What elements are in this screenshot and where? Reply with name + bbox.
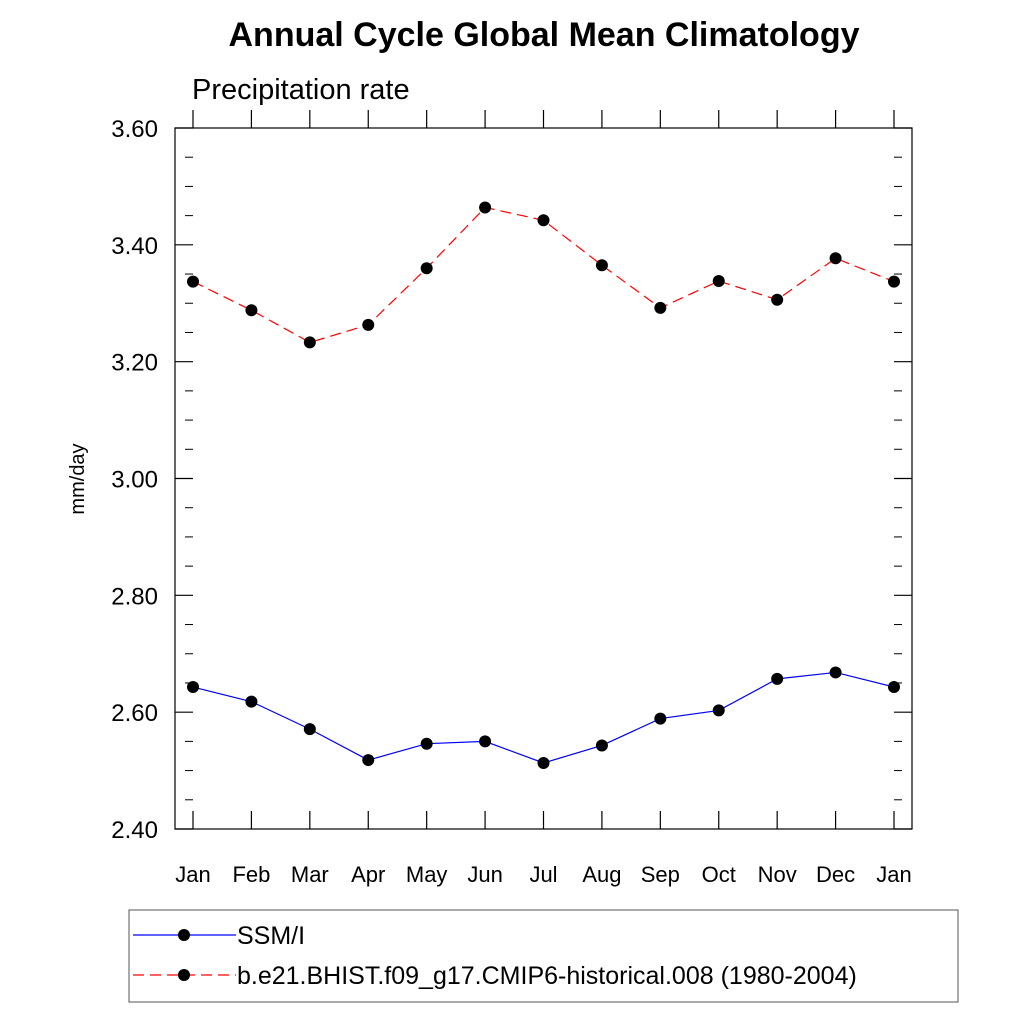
x-tick-label: Apr	[351, 862, 385, 887]
series-1-point	[245, 695, 258, 708]
x-tick-label: Feb	[232, 862, 270, 887]
series-2-point	[479, 201, 492, 214]
x-tick-label: Jan	[175, 862, 210, 887]
x-tick-label: May	[406, 862, 448, 887]
x-tick-label: Jun	[467, 862, 502, 887]
series-1-point	[712, 704, 725, 717]
x-tick-label: Nov	[758, 862, 797, 887]
legend-label-2: b.e21.BHIST.f09_g17.CMIP6-historical.008…	[237, 962, 857, 990]
series-1-point	[771, 672, 784, 685]
chart-title: Annual Cycle Global Mean Climatology	[229, 16, 860, 54]
y-tick-label: 3.60	[111, 116, 158, 143]
series-2-point	[362, 318, 375, 331]
series-1-point	[187, 681, 199, 694]
series-2-point	[537, 214, 550, 227]
x-tick-label: Jan	[876, 862, 911, 887]
x-tick-label: Dec	[816, 862, 855, 887]
y-tick-label: 3.00	[111, 467, 158, 494]
x-tick-label: Jul	[529, 862, 557, 887]
series-1-point	[479, 735, 492, 748]
y-axis-label: mm/day	[67, 443, 89, 514]
series-2-point	[888, 275, 900, 288]
series-2-point	[771, 293, 784, 306]
legend-label-1: SSM/I	[237, 922, 305, 950]
series-1-point	[654, 712, 667, 725]
y-tick-label: 2.80	[111, 583, 158, 610]
series-1-point	[303, 723, 316, 736]
series-1-point	[829, 666, 842, 679]
series-2-point	[712, 275, 725, 288]
legend-box	[128, 909, 959, 1003]
y-tick-label: 2.60	[111, 700, 158, 727]
series-1-point	[362, 754, 375, 767]
x-tick-label: Oct	[702, 862, 736, 887]
y-tick-label: 3.20	[111, 350, 158, 377]
series-2-point	[303, 336, 316, 349]
series-line-2	[192, 206, 895, 344]
series-1-point	[888, 681, 900, 694]
series-1-point	[595, 739, 608, 752]
series-2-point	[187, 275, 199, 288]
x-tick-label: Sep	[641, 862, 680, 887]
series-2-point	[654, 301, 667, 314]
series-1-point	[537, 756, 550, 769]
y-tick-label: 2.40	[111, 817, 158, 844]
series-line-1	[192, 671, 895, 764]
series-2-point	[245, 304, 258, 317]
legend: SSM/I b.e21.BHIST.f09_g17.CMIP6-historica…	[128, 909, 959, 1003]
x-tick-label: Mar	[291, 862, 329, 887]
series-1-point	[420, 737, 433, 750]
legend-marker-1	[178, 929, 190, 941]
y-tick-label: 3.40	[111, 233, 158, 260]
plot-frame	[174, 127, 913, 830]
x-tick-label: Aug	[582, 862, 621, 887]
series-2-point	[829, 252, 842, 265]
chart-subtitle: Precipitation rate	[192, 74, 410, 106]
series-2-point	[420, 262, 433, 275]
legend-marker-2	[178, 969, 190, 981]
series-2-point	[595, 259, 608, 272]
